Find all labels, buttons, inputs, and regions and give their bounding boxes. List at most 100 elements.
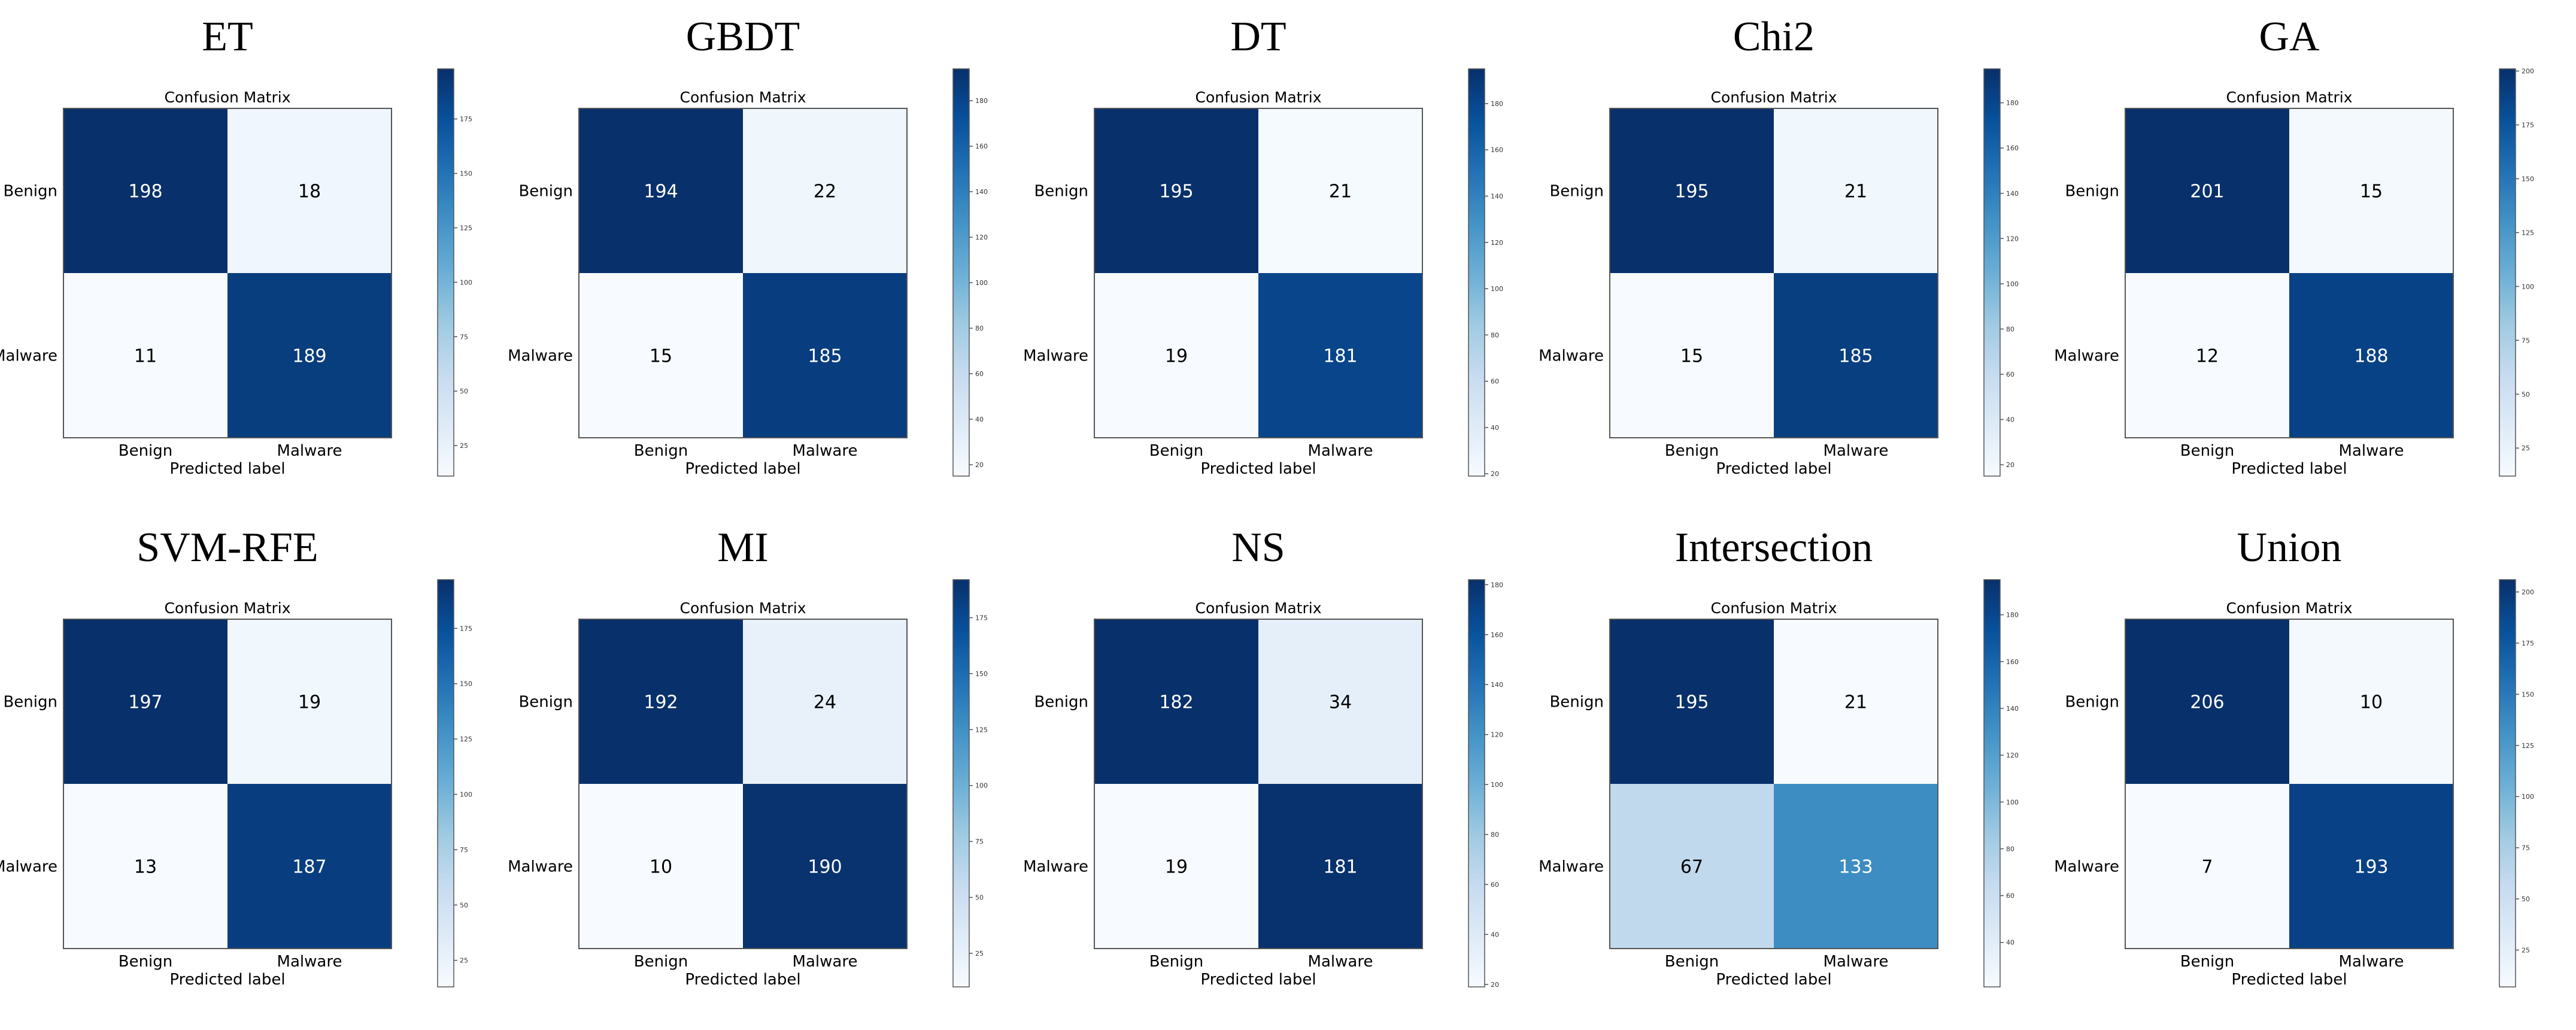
colorbar-tick-label: 75 [2522,844,2530,852]
x-axis-label: Predicted label [2231,460,2347,478]
colorbar [952,68,970,477]
y-tick-label: Malware [0,858,57,876]
matrix-cell [1610,108,1774,273]
colorbar-tick-label: 175 [2522,640,2534,647]
colorbar-tick-label: 100 [2522,793,2534,801]
matrix-cell [1094,273,1258,438]
panel-title: DT [1230,14,1286,60]
colorbar-tick-label: 160 [2006,658,2019,666]
y-tick-label: Benign [518,693,573,711]
colorbar [1468,579,1485,987]
colorbar-tick-label: 60 [2006,371,2014,378]
y-tick-label: Benign [1034,183,1088,201]
cell-value: 195 [1674,692,1709,713]
plot-title: Confusion Matrix [1195,599,1321,617]
x-tick-label: Benign [1665,953,1719,971]
matrix-cell [579,108,743,273]
x-axis-label: Predicted label [1716,971,1831,989]
colorbar [1983,579,2001,987]
colorbar-tick-label: 50 [2522,895,2530,903]
matrix-cell [1610,784,1774,949]
cell-value: 15 [1680,346,1703,367]
x-axis-label: Predicted label [169,460,285,478]
matrix-cell [2125,619,2289,784]
colorbar-tick-label: 150 [460,680,472,688]
x-tick-label: Malware [1308,953,1373,971]
colorbar-tick-label: 40 [2006,939,2014,947]
y-tick-label: Malware [1539,858,1604,876]
x-axis-label: Predicted label [1200,460,1316,478]
colorbar-tick-label: 60 [1491,378,1499,386]
y-tick-label: Benign [2065,183,2119,201]
plot-title: Confusion Matrix [2226,599,2352,617]
colorbar-tick-label: 25 [2522,444,2530,452]
matrix-frame [2125,108,2454,438]
x-tick-label: Malware [1308,442,1373,460]
colorbar-tick-label: 140 [1491,193,1503,201]
matrix-cell [1258,108,1422,273]
matrix-cell [227,273,392,438]
colorbar-tick-label: 25 [460,957,468,965]
cell-value: 12 [2196,346,2219,367]
matrix-cell [2125,273,2289,438]
y-tick-label: Benign [3,183,57,201]
y-tick-label: Benign [1034,693,1088,711]
cell-value: 195 [1674,181,1709,202]
cell-value: 181 [1323,857,1357,878]
cell-value: 189 [292,346,326,367]
cell-value: 192 [644,692,678,713]
matrix-cell [1774,784,1938,949]
cell-value: 10 [2360,692,2383,713]
colorbar-tick-label: 100 [460,278,472,286]
matrix-cell [1258,784,1422,949]
y-tick-label: Malware [2054,347,2119,365]
cell-value: 22 [814,181,836,202]
matrix-frame [63,619,392,949]
panel-ns: NS Confusion Matrix 182 34 19 181 Benign Malwar… [1023,525,1503,989]
matrix-cell [2125,108,2289,273]
panel-et: ET Confusion Matrix 198 18 11 189 Benign Malwar… [0,14,472,478]
cell-value: 133 [1838,857,1873,878]
matrix-cell [63,619,227,784]
y-tick-label: Malware [508,858,573,876]
colorbar-tick-label: 120 [2006,752,2019,759]
cell-value: 197 [128,692,162,713]
panel-ga: GA Confusion Matrix 201 15 12 188 Benign Malwar… [2054,14,2534,478]
colorbar-tick-label: 100 [1491,781,1503,789]
panel-title: Chi2 [1733,14,1815,60]
cell-value: 190 [808,857,842,878]
colorbar-tick-label: 80 [1491,331,1499,339]
cell-value: 206 [2190,692,2224,713]
colorbar-tick-label: 40 [1491,424,1499,432]
colorbar-tick-label: 25 [460,442,468,450]
colorbar-tick-label: 125 [2522,229,2534,237]
colorbar-tick-label: 80 [1491,831,1499,839]
colorbar-tick-label: 160 [1491,146,1503,154]
colorbar-tick-label: 180 [1491,581,1503,589]
colorbar-tick-label: 200 [2522,589,2534,596]
colorbar-tick-label: 150 [975,670,988,678]
colorbar-tick-label: 75 [460,846,468,854]
colorbar-tick-label: 100 [1491,285,1503,293]
matrix-cell [1774,273,1938,438]
x-axis-label: Predicted label [2231,971,2347,989]
x-tick-label: Benign [2180,442,2235,460]
colorbar-tick-label: 175 [975,614,988,622]
colorbar-tick-label: 100 [460,790,472,798]
colorbar [437,68,454,477]
matrix-cell [1094,784,1258,949]
colorbar [1983,68,2001,477]
colorbar-tick-label: 50 [460,387,468,395]
panel-chi2: Chi2 Confusion Matrix 195 21 15 185 Benign Malw… [1539,14,2019,478]
matrix-cell [227,784,392,949]
cell-value: 198 [128,181,162,202]
plot-title: Confusion Matrix [1710,89,1837,106]
colorbar-tick-label: 40 [975,416,984,423]
matrix-cell [743,273,907,438]
matrix-cell [1258,619,1422,784]
matrix-cell [2125,784,2289,949]
cell-value: 181 [1323,346,1357,367]
colorbar-tick-label: 25 [975,950,984,958]
panel-title: SVM-RFE [136,525,318,571]
